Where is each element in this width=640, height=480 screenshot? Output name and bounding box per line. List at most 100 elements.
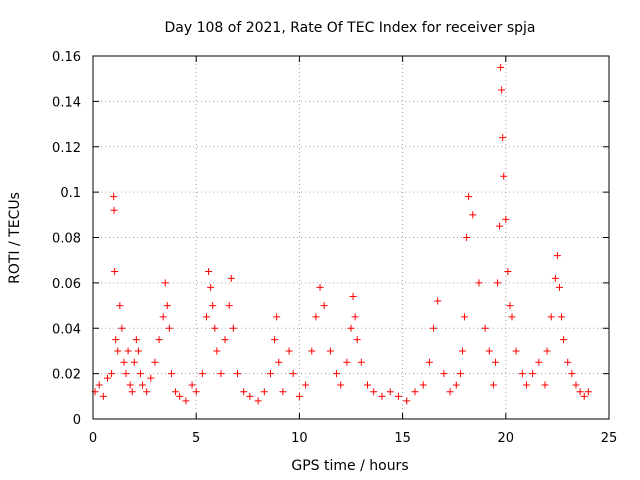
data-point (289, 370, 297, 378)
data-point (203, 313, 211, 321)
data-point (555, 283, 563, 291)
data-point (172, 388, 180, 396)
data-point (110, 206, 118, 214)
data-point (132, 336, 140, 344)
data-point (458, 347, 466, 355)
data-point (502, 215, 510, 223)
data-point (240, 388, 248, 396)
data-point (99, 392, 107, 400)
y-tick-label: 0.08 (52, 232, 81, 247)
data-point (491, 358, 499, 366)
data-point (143, 388, 151, 396)
data-point (394, 392, 402, 400)
data-point (147, 374, 155, 382)
chart-title: Day 108 of 2021, Rate Of TEC Index for r… (164, 20, 535, 36)
data-point (225, 302, 233, 310)
data-point (130, 358, 138, 366)
data-point (275, 358, 283, 366)
data-point (481, 324, 489, 332)
data-point (139, 381, 147, 389)
data-point (124, 347, 132, 355)
data-point (551, 274, 559, 282)
x-tick-label: 5 (192, 431, 200, 446)
data-point (440, 370, 448, 378)
data-point (347, 324, 355, 332)
data-point (535, 358, 543, 366)
data-point (584, 388, 592, 396)
data-point (434, 297, 442, 305)
data-point (461, 313, 469, 321)
data-point (159, 313, 167, 321)
data-point (465, 193, 473, 201)
data-point (211, 324, 219, 332)
data-point (176, 392, 184, 400)
data-point (353, 336, 361, 344)
data-point (163, 302, 171, 310)
data-point (326, 347, 334, 355)
data-point (151, 358, 159, 366)
x-tick-label: 0 (89, 431, 97, 446)
data-point (103, 374, 111, 382)
data-point (246, 392, 254, 400)
data-point (188, 381, 196, 389)
data-points (91, 63, 592, 405)
y-tick-label: 0.1 (60, 186, 81, 201)
data-point (205, 268, 213, 276)
data-point (120, 358, 128, 366)
data-point (452, 381, 460, 389)
x-tick-label: 15 (394, 431, 411, 446)
data-point (403, 397, 411, 405)
data-point (541, 381, 549, 389)
data-point (213, 347, 221, 355)
data-point (221, 336, 229, 344)
y-tick-label: 0.02 (52, 368, 81, 383)
data-point (496, 222, 504, 230)
data-point (118, 324, 126, 332)
x-tick-label: 10 (291, 431, 308, 446)
data-point (568, 370, 576, 378)
y-tick-label: 0 (73, 413, 81, 428)
data-point (308, 347, 316, 355)
data-point (227, 274, 235, 282)
data-point (357, 358, 365, 366)
data-point (254, 397, 262, 405)
data-point (312, 313, 320, 321)
data-point (529, 370, 537, 378)
data-point (564, 358, 572, 366)
data-point (386, 388, 394, 396)
data-point (207, 283, 215, 291)
data-point (349, 292, 357, 300)
data-point (161, 279, 169, 287)
data-point (469, 211, 477, 219)
y-tick-label: 0.04 (52, 322, 81, 337)
data-point (295, 392, 303, 400)
data-point (95, 381, 103, 389)
axis-ticks: 0 5 10 15 20 25 0 0.02 0.04 0.06 0.08 0.1 0.12 0.14 0.… (52, 50, 617, 446)
data-point (182, 397, 190, 405)
data-point (378, 392, 386, 400)
data-point (504, 268, 512, 276)
data-point (122, 370, 130, 378)
data-point (271, 336, 279, 344)
data-point (267, 370, 275, 378)
data-point (518, 370, 526, 378)
data-point (419, 381, 427, 389)
plot-frame (92, 55, 610, 420)
data-point (165, 324, 173, 332)
data-point (302, 381, 310, 389)
data-point (370, 388, 378, 396)
data-point (343, 358, 351, 366)
data-point (279, 388, 287, 396)
data-point (233, 370, 241, 378)
data-point (111, 268, 119, 276)
data-point (198, 370, 206, 378)
data-point (580, 392, 588, 400)
data-point (456, 370, 464, 378)
data-point (446, 388, 454, 396)
data-point (411, 388, 419, 396)
data-point (136, 370, 144, 378)
data-point (110, 193, 118, 201)
data-point (512, 347, 520, 355)
data-point (508, 313, 516, 321)
data-point (547, 313, 555, 321)
